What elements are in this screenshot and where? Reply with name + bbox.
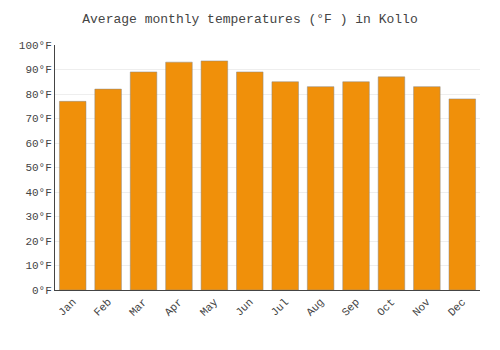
svg-text:10°F: 10°F	[25, 260, 51, 272]
svg-text:Mar: Mar	[127, 296, 149, 318]
svg-text:Aug: Aug	[304, 296, 326, 318]
svg-text:Jan: Jan	[56, 296, 78, 318]
svg-text:80°F: 80°F	[25, 89, 51, 101]
svg-text:Feb: Feb	[92, 296, 114, 318]
svg-text:Average monthly temperatures (: Average monthly temperatures (°F ) in Ko…	[82, 12, 417, 27]
svg-text:Dec: Dec	[446, 296, 468, 318]
svg-text:0°F: 0°F	[32, 285, 52, 297]
svg-text:90°F: 90°F	[25, 64, 51, 76]
svg-text:May: May	[198, 296, 221, 319]
svg-text:60°F: 60°F	[25, 138, 51, 150]
svg-text:Nov: Nov	[410, 296, 433, 319]
svg-text:Jul: Jul	[269, 296, 291, 318]
svg-text:Oct: Oct	[375, 296, 397, 318]
svg-text:50°F: 50°F	[25, 162, 51, 174]
svg-text:Sep: Sep	[340, 296, 362, 318]
svg-text:Apr: Apr	[162, 296, 184, 318]
svg-text:Jun: Jun	[233, 296, 255, 318]
svg-text:100°F: 100°F	[19, 40, 52, 52]
svg-text:30°F: 30°F	[25, 211, 51, 223]
svg-text:40°F: 40°F	[25, 187, 51, 199]
svg-text:70°F: 70°F	[25, 113, 51, 125]
svg-text:20°F: 20°F	[25, 236, 51, 248]
